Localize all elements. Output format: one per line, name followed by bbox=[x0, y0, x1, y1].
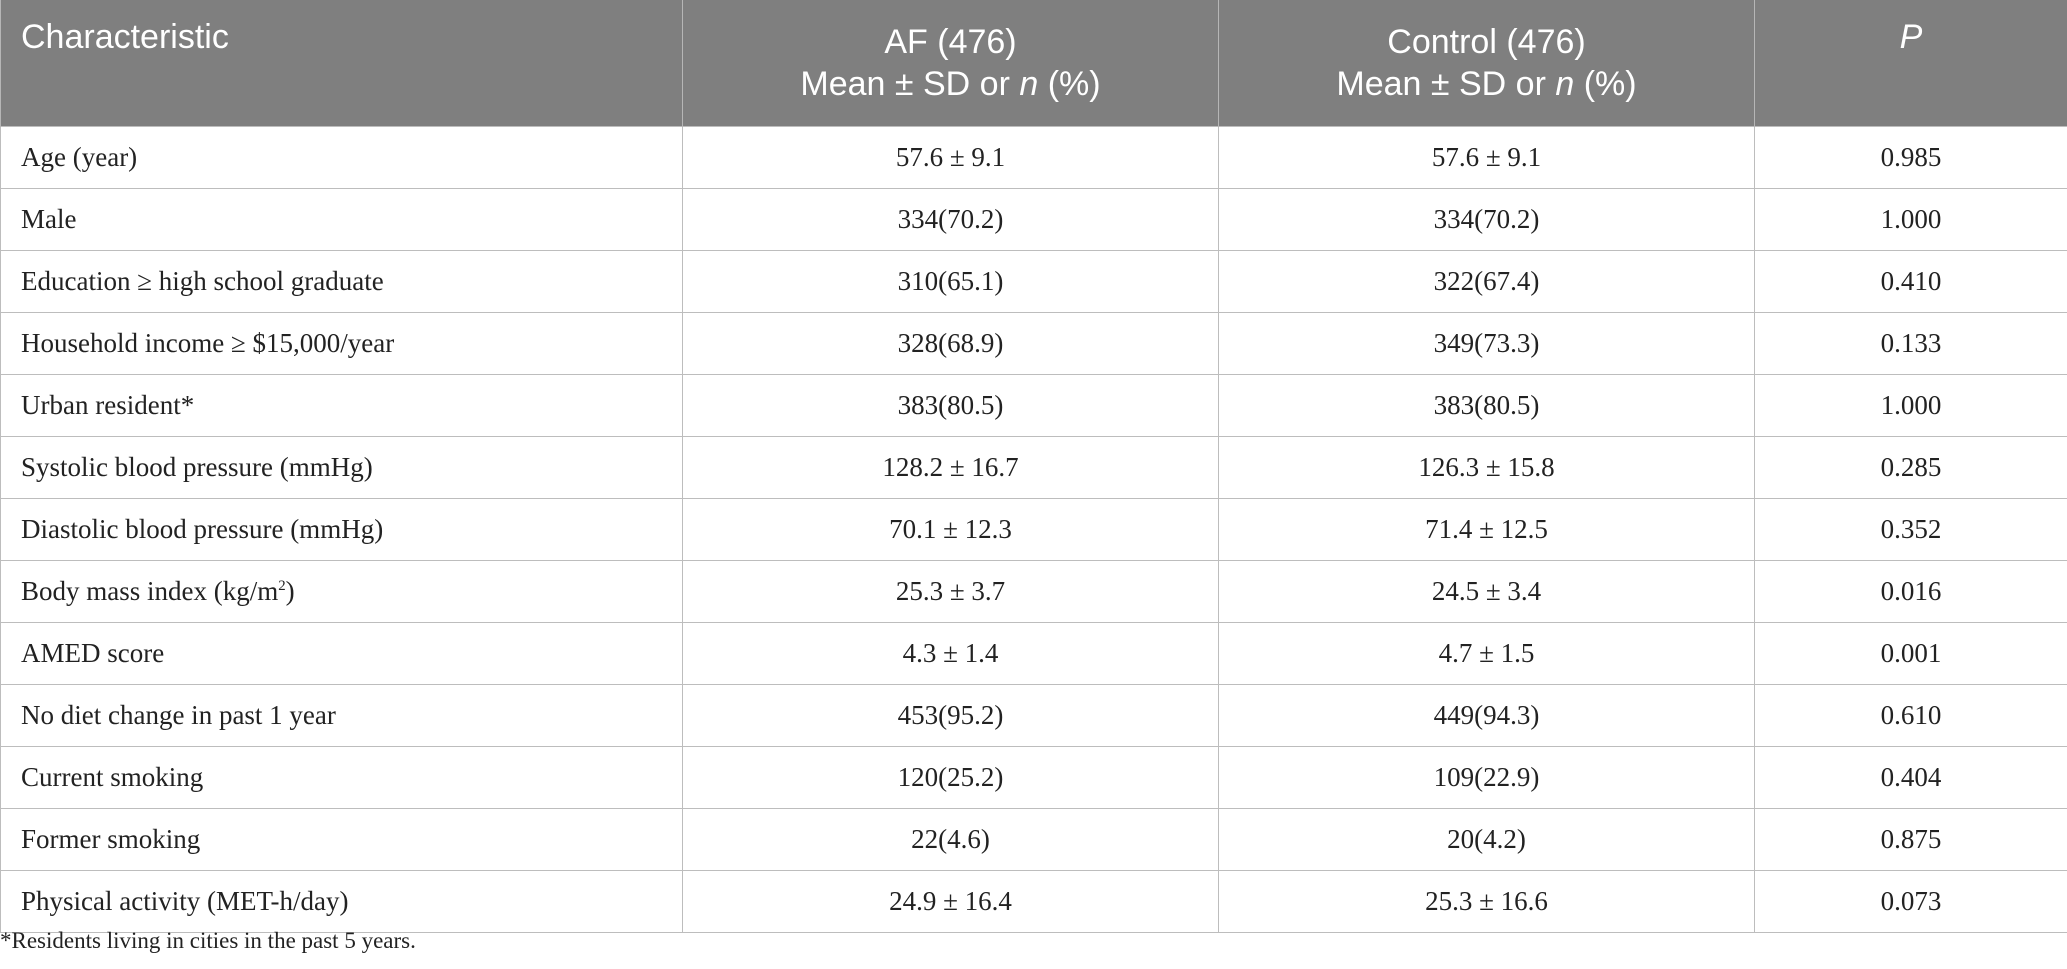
table-row: Systolic blood pressure (mmHg) 128.2 ± 1… bbox=[0, 436, 2067, 499]
row-control-value: 57.6 ± 9.1 bbox=[1218, 126, 1755, 189]
row-label: Urban resident* bbox=[0, 374, 683, 437]
header-af-line2: Mean ± SD or n (%) bbox=[703, 63, 1198, 105]
row-label: Former smoking bbox=[0, 808, 683, 871]
table-row: No diet change in past 1 year 453(95.2) … bbox=[0, 684, 2067, 747]
table-row: Education ≥ high school graduate 310(65.… bbox=[0, 250, 2067, 313]
table-row: Household income ≥ $15,000/year 328(68.9… bbox=[0, 312, 2067, 375]
table-header: Characteristic AF (476) Mean ± SD or n (… bbox=[0, 0, 2067, 127]
row-af-value: 120(25.2) bbox=[682, 746, 1219, 809]
row-p-value: 0.285 bbox=[1754, 436, 2067, 499]
row-p-value: 0.016 bbox=[1754, 560, 2067, 623]
row-control-value: 71.4 ± 12.5 bbox=[1218, 498, 1755, 561]
row-label-superscript: 2 bbox=[278, 578, 286, 594]
header-control-line1: Control (476) bbox=[1387, 23, 1586, 61]
table-footnote: *Residents living in cities in the past … bbox=[0, 928, 416, 953]
header-af-line2-b: (%) bbox=[1038, 65, 1101, 103]
row-p-value: 0.001 bbox=[1754, 622, 2067, 685]
row-control-value: 449(94.3) bbox=[1218, 684, 1755, 747]
row-label: Systolic blood pressure (mmHg) bbox=[0, 436, 683, 499]
row-af-value: 57.6 ± 9.1 bbox=[682, 126, 1219, 189]
characteristics-table-container: Characteristic AF (476) Mean ± SD or n (… bbox=[0, 0, 2067, 933]
header-control-line2: Mean ± SD or n (%) bbox=[1239, 63, 1734, 105]
row-p-value: 0.610 bbox=[1754, 684, 2067, 747]
table-row: Body mass index (kg/m2) 25.3 ± 3.7 24.5 … bbox=[0, 560, 2067, 623]
row-control-value: 24.5 ± 3.4 bbox=[1218, 560, 1755, 623]
row-p-value: 0.352 bbox=[1754, 498, 2067, 561]
row-control-value: 25.3 ± 16.6 bbox=[1218, 870, 1755, 933]
table-row: Former smoking 22(4.6) 20(4.2) 0.875 bbox=[0, 808, 2067, 871]
table-row: Age (year) 57.6 ± 9.1 57.6 ± 9.1 0.985 bbox=[0, 126, 2067, 189]
row-control-value: 126.3 ± 15.8 bbox=[1218, 436, 1755, 499]
header-p: P bbox=[1754, 0, 2067, 127]
row-control-value: 349(73.3) bbox=[1218, 312, 1755, 375]
header-control: Control (476) Mean ± SD or n (%) bbox=[1218, 0, 1755, 127]
table-row: Current smoking 120(25.2) 109(22.9) 0.40… bbox=[0, 746, 2067, 809]
row-label: AMED score bbox=[0, 622, 683, 685]
header-af-line2-a: Mean ± SD or bbox=[800, 65, 1020, 103]
table-row: Male 334(70.2) 334(70.2) 1.000 bbox=[0, 188, 2067, 251]
table-row: AMED score 4.3 ± 1.4 4.7 ± 1.5 0.001 bbox=[0, 622, 2067, 685]
row-label: No diet change in past 1 year bbox=[0, 684, 683, 747]
header-control-line2-a: Mean ± SD or bbox=[1336, 65, 1556, 103]
row-control-value: 109(22.9) bbox=[1218, 746, 1755, 809]
header-p-label: P bbox=[1899, 18, 1923, 56]
row-p-value: 0.073 bbox=[1754, 870, 2067, 933]
row-af-value: 383(80.5) bbox=[682, 374, 1219, 437]
row-label-close: ) bbox=[285, 576, 295, 606]
row-label: Male bbox=[0, 188, 683, 251]
row-af-value: 128.2 ± 16.7 bbox=[682, 436, 1219, 499]
row-af-value: 310(65.1) bbox=[682, 250, 1219, 313]
row-p-value: 0.410 bbox=[1754, 250, 2067, 313]
header-control-line2-b: (%) bbox=[1574, 65, 1637, 103]
row-p-value: 1.000 bbox=[1754, 374, 2067, 437]
characteristics-table: Characteristic AF (476) Mean ± SD or n (… bbox=[0, 0, 2067, 933]
table-row: Physical activity (MET-h/day) 24.9 ± 16.… bbox=[0, 870, 2067, 933]
row-label: Diastolic blood pressure (mmHg) bbox=[0, 498, 683, 561]
header-characteristic: Characteristic bbox=[0, 0, 683, 127]
row-control-value: 4.7 ± 1.5 bbox=[1218, 622, 1755, 685]
row-p-value: 0.133 bbox=[1754, 312, 2067, 375]
row-label-text: Body mass index (kg/m bbox=[21, 576, 279, 606]
row-label: Current smoking bbox=[0, 746, 683, 809]
row-control-value: 322(67.4) bbox=[1218, 250, 1755, 313]
table-body: Age (year) 57.6 ± 9.1 57.6 ± 9.1 0.985 M… bbox=[0, 126, 2067, 933]
row-af-value: 25.3 ± 3.7 bbox=[682, 560, 1219, 623]
row-af-value: 24.9 ± 16.4 bbox=[682, 870, 1219, 933]
table-row: Urban resident* 383(80.5) 383(80.5) 1.00… bbox=[0, 374, 2067, 437]
row-label: Body mass index (kg/m2) bbox=[0, 560, 683, 623]
row-af-value: 334(70.2) bbox=[682, 188, 1219, 251]
header-af: AF (476) Mean ± SD or n (%) bbox=[682, 0, 1219, 127]
row-control-value: 20(4.2) bbox=[1218, 808, 1755, 871]
row-af-value: 70.1 ± 12.3 bbox=[682, 498, 1219, 561]
header-af-line2-n: n bbox=[1019, 65, 1039, 103]
row-control-value: 383(80.5) bbox=[1218, 374, 1755, 437]
row-control-value: 334(70.2) bbox=[1218, 188, 1755, 251]
row-p-value: 0.875 bbox=[1754, 808, 2067, 871]
row-af-value: 453(95.2) bbox=[682, 684, 1219, 747]
row-af-value: 328(68.9) bbox=[682, 312, 1219, 375]
row-label: Education ≥ high school graduate bbox=[0, 250, 683, 313]
row-p-value: 0.985 bbox=[1754, 126, 2067, 189]
row-p-value: 1.000 bbox=[1754, 188, 2067, 251]
header-control-line2-n: n bbox=[1555, 65, 1575, 103]
row-af-value: 22(4.6) bbox=[682, 808, 1219, 871]
row-label: Physical activity (MET-h/day) bbox=[0, 870, 683, 933]
row-label: Age (year) bbox=[0, 126, 683, 189]
header-row: Characteristic AF (476) Mean ± SD or n (… bbox=[0, 0, 2067, 127]
row-label: Household income ≥ $15,000/year bbox=[0, 312, 683, 375]
table-row: Diastolic blood pressure (mmHg) 70.1 ± 1… bbox=[0, 498, 2067, 561]
row-af-value: 4.3 ± 1.4 bbox=[682, 622, 1219, 685]
row-p-value: 0.404 bbox=[1754, 746, 2067, 809]
header-af-line1: AF (476) bbox=[884, 23, 1017, 61]
